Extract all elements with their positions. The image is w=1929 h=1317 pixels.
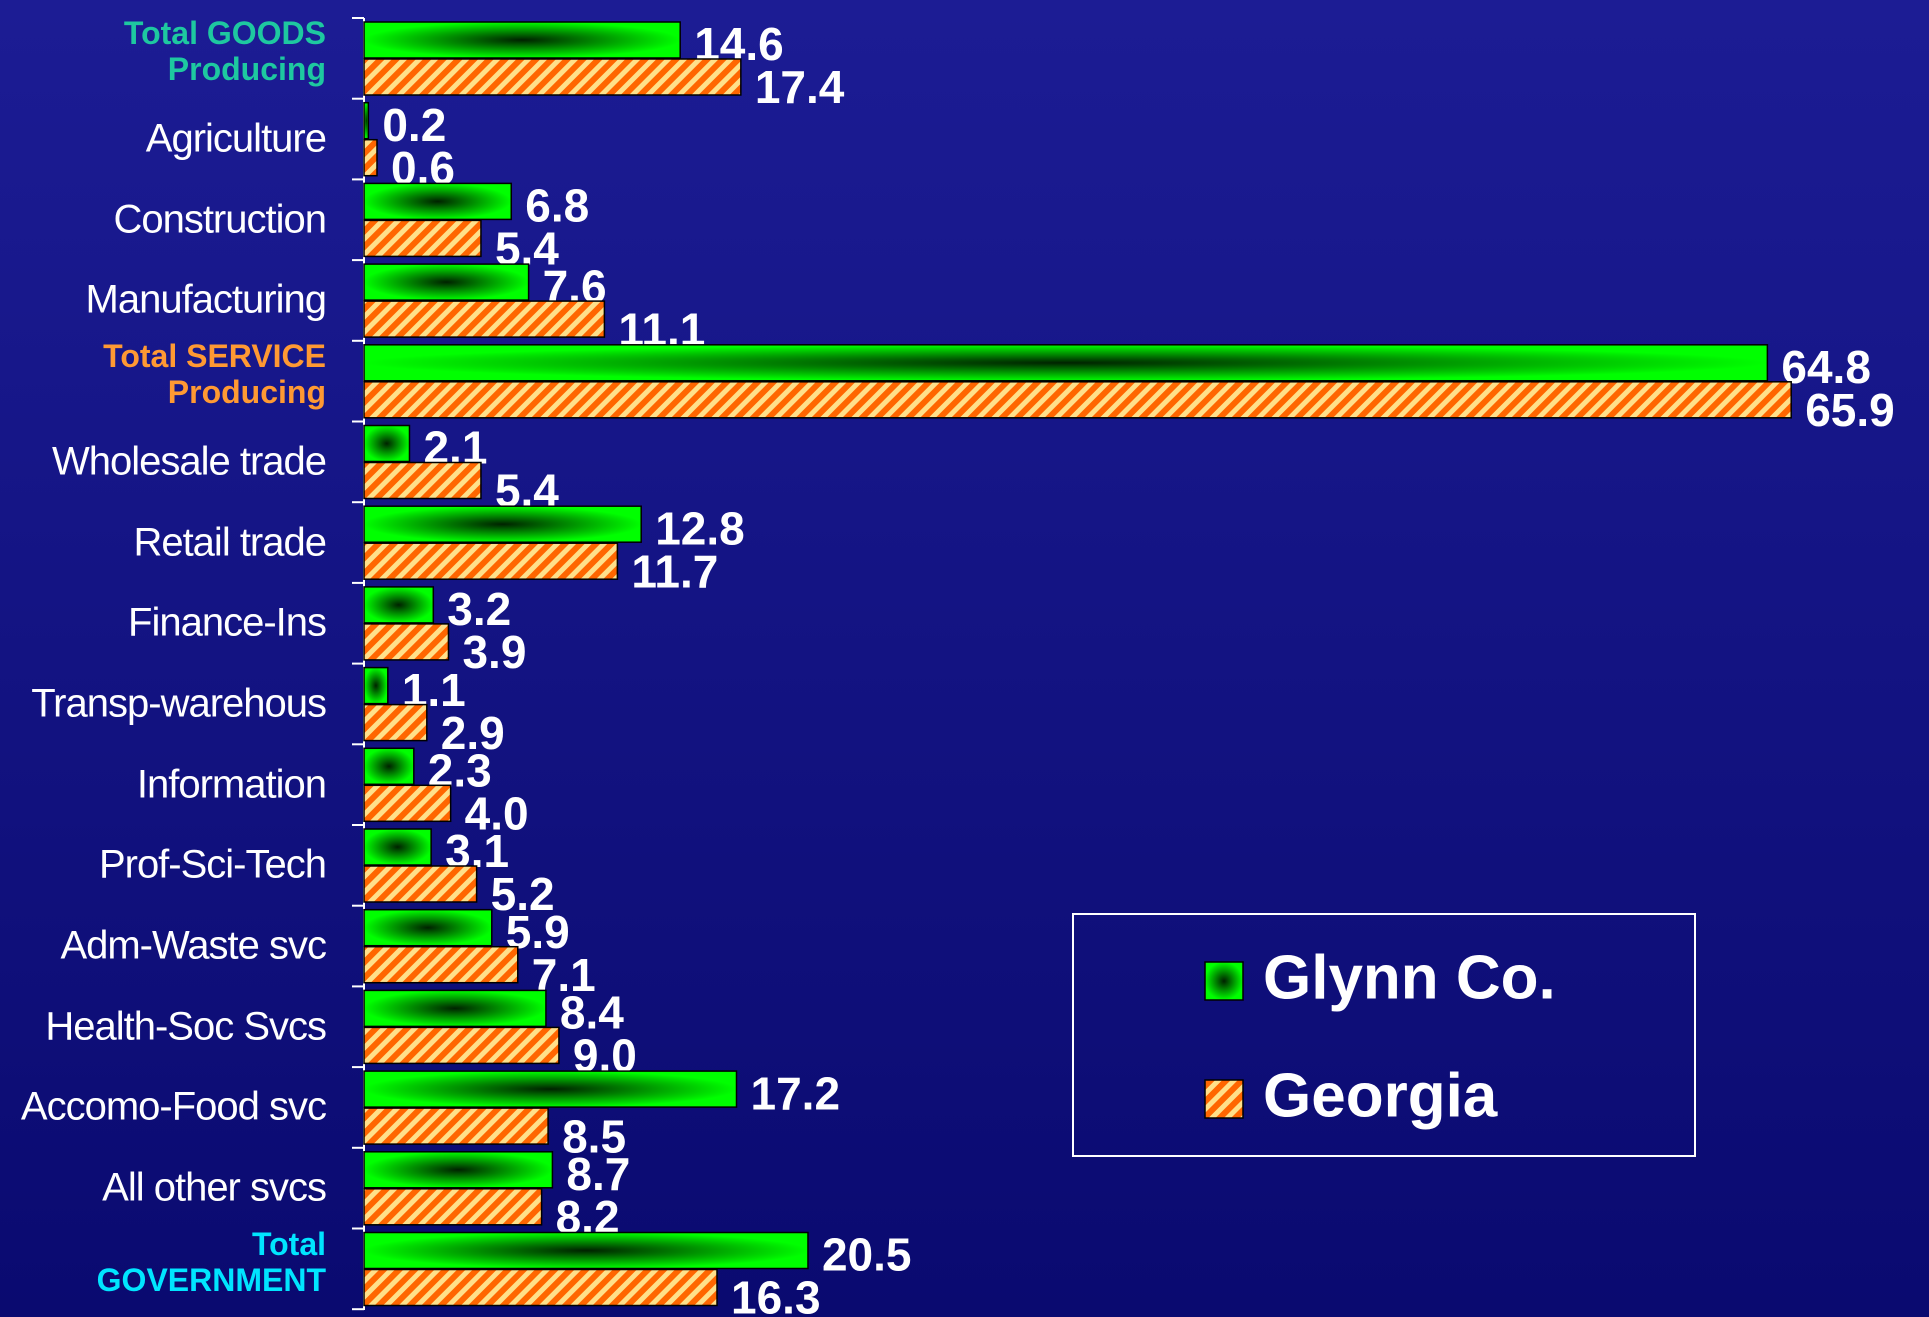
bar [363,21,681,59]
category-label: Total SERVICE Producing [103,338,326,411]
bar [363,1107,549,1145]
bar [363,1026,560,1065]
category-label: Health-Soc Svcs [45,1004,327,1049]
bar [363,101,370,140]
value-label: 0.2 [382,99,446,151]
value-label: 2.9 [441,707,505,759]
value-label: 4.0 [465,787,529,839]
bar [363,1151,554,1189]
category-label: Finance-Ins [128,600,327,645]
category-label: Total GOODS Producing [123,15,326,88]
category-label: Wholesale trade [51,439,327,484]
value-label: 3.9 [462,626,526,678]
category-label: Manufacturing [85,278,327,323]
bar [363,865,478,903]
value-label: 8.7 [566,1148,630,1200]
legend-swatch [1204,1079,1244,1119]
legend-label: Georgia [1263,1061,1498,1130]
value-label: 8.4 [560,987,624,1039]
bar [363,747,415,786]
bar [363,344,1769,382]
bar [363,1268,718,1307]
category-label: Adm-Waste svc [60,923,327,968]
bar [363,542,619,580]
bar [363,666,389,705]
value-label: 17.2 [751,1067,841,1119]
value-label: 16.3 [731,1272,821,1317]
bar [363,1231,809,1270]
category-label: Construction [113,197,327,242]
category-label: Total GOVERNMENT [96,1226,326,1298]
bar [363,219,482,258]
bar [363,784,452,823]
bar [363,989,547,1028]
value-label: 64.8 [1781,341,1871,393]
value-label: 6.8 [525,180,589,232]
bar [363,182,513,221]
category-label: Information [136,762,327,807]
value-label: 5.2 [491,868,555,920]
value-label: 8.5 [562,1110,626,1162]
bar [363,263,530,301]
bar [363,505,642,543]
legend-swatch [1204,961,1244,1001]
bar [363,703,428,742]
value-label: 11.7 [631,545,718,597]
category-label: Retail trade [133,520,327,565]
bar [363,1070,738,1108]
bar [363,461,482,500]
bar [363,300,606,338]
bar [363,908,493,947]
bar [363,828,432,866]
legend-box [1072,913,1696,1157]
category-label: Agriculture [145,116,327,161]
value-label: 17.4 [755,61,845,113]
category-label: Transp-warehous [31,681,327,726]
bar [363,586,435,624]
bar [363,138,378,177]
bar [363,58,742,96]
legend-label: Glynn Co. [1263,943,1556,1012]
bar [363,381,1792,419]
bar [363,945,519,984]
category-label: All other svcs [102,1165,327,1210]
value-label: 65.9 [1805,384,1895,436]
category-label: Accomo-Food svc [20,1085,327,1130]
category-label: Prof-Sci-Tech [98,842,327,887]
bar [363,1188,543,1226]
bar [363,623,450,661]
value-label: 3.2 [447,583,511,635]
value-label: 20.5 [822,1229,912,1281]
value-label: 12.8 [655,502,745,554]
bar [363,424,411,463]
